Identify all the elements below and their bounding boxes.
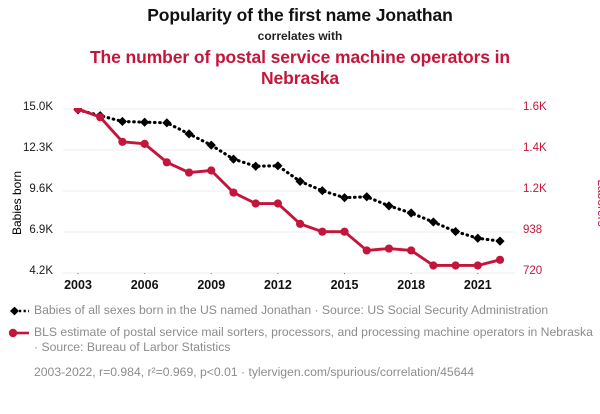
legend-item-babies: Babies of all sexes born in the US named… (4, 303, 596, 319)
page-subtitle: The number of postal service machine ope… (89, 47, 511, 88)
data-point-marker (406, 208, 416, 218)
data-point-marker (340, 227, 349, 236)
data-point-marker (318, 227, 327, 236)
legend-item-laborers: BLS estimate of postal service mail sort… (4, 325, 596, 356)
data-point-marker (73, 108, 83, 114)
data-point-marker (96, 113, 105, 122)
data-point-marker (273, 199, 282, 208)
data-point-marker (428, 217, 438, 227)
data-point-marker (295, 176, 305, 187)
data-point-marker (429, 261, 438, 270)
data-point-marker (162, 118, 172, 128)
legend-item-laborers-label: BLS estimate of postal service mail sort… (34, 324, 593, 355)
data-point-marker (473, 233, 483, 243)
y-axis-right-tick-label: 938 (523, 224, 543, 236)
data-point-marker (184, 129, 194, 139)
data-point-marker (450, 226, 461, 237)
y-axis-left-tick-label: 4.2K (29, 265, 53, 277)
data-point-marker (206, 140, 216, 150)
data-point-marker (251, 199, 260, 208)
data-point-marker (140, 117, 150, 127)
data-point-marker (140, 139, 149, 148)
series-line-2 (76, 108, 502, 267)
data-point-marker (362, 246, 371, 255)
y-axis-left-title: Babies born (10, 170, 24, 236)
y-axis-left-tick-label: 12.3K (22, 142, 53, 154)
data-point-marker (473, 261, 482, 270)
plot-area (63, 108, 515, 274)
data-point-marker (407, 246, 416, 255)
y-axis-right-tick-label: 720 (523, 265, 543, 277)
data-point-marker (362, 192, 372, 202)
x-axis-tick-label: 2009 (197, 278, 226, 292)
x-axis-tick-label: 2003 (64, 278, 92, 292)
x-axis-tick-label: 2021 (463, 278, 492, 292)
x-axis-tick-label: 2018 (397, 278, 426, 292)
x-axis-tick-label: 2012 (263, 278, 292, 292)
data-point-marker (384, 201, 394, 211)
title-connector: correlates with (257, 29, 343, 43)
data-point-marker (162, 158, 171, 167)
legend-footnote: 2003-2022, r=0.984, r²=0.969, p<0.01 · t… (34, 364, 475, 379)
data-point-marker (384, 244, 394, 253)
y-axis-left-tick-label: 15.0K (22, 101, 53, 113)
black-diamond-dotted-line-marker (10, 306, 29, 316)
y-axis-left-tick-label: 9.6K (29, 183, 53, 195)
data-point-marker (228, 154, 239, 164)
data-point-marker (296, 219, 305, 228)
data-point-marker (207, 166, 216, 175)
y-axis-right-tick-label: 1.2K (523, 183, 547, 195)
y-axis-right-tick-label: 1.6K (523, 101, 547, 113)
data-point-marker (229, 188, 238, 197)
y-axis-right-tick-label: 1.4K (523, 142, 547, 154)
plot-svg (63, 108, 515, 274)
data-point-marker (339, 193, 350, 203)
title-block: Popularity of the first name Jonathan co… (0, 4, 600, 89)
y-axis-left-tick-label: 6.9K (29, 224, 53, 236)
y-axis-right-title: Laborers (595, 179, 600, 227)
data-point-marker (251, 161, 261, 171)
data-point-marker (184, 168, 194, 177)
x-axis-tick-label: 2015 (330, 278, 359, 292)
page-title: Popularity of the first name Jonathan (147, 5, 453, 25)
data-point-marker (118, 137, 127, 146)
x-axis-tick-label: 2006 (130, 278, 159, 292)
chart-legend: Babies of all sexes born in the US named… (4, 303, 596, 380)
data-point-marker (495, 236, 505, 246)
data-point-marker (273, 161, 283, 171)
data-point-marker (451, 261, 460, 270)
red-circle-solid-line-marker (8, 328, 29, 337)
legend-item-babies-label: Babies of all sexes born in the US named… (34, 303, 549, 317)
data-point-marker (117, 116, 128, 127)
data-point-marker (495, 255, 505, 264)
data-point-marker (317, 186, 327, 196)
